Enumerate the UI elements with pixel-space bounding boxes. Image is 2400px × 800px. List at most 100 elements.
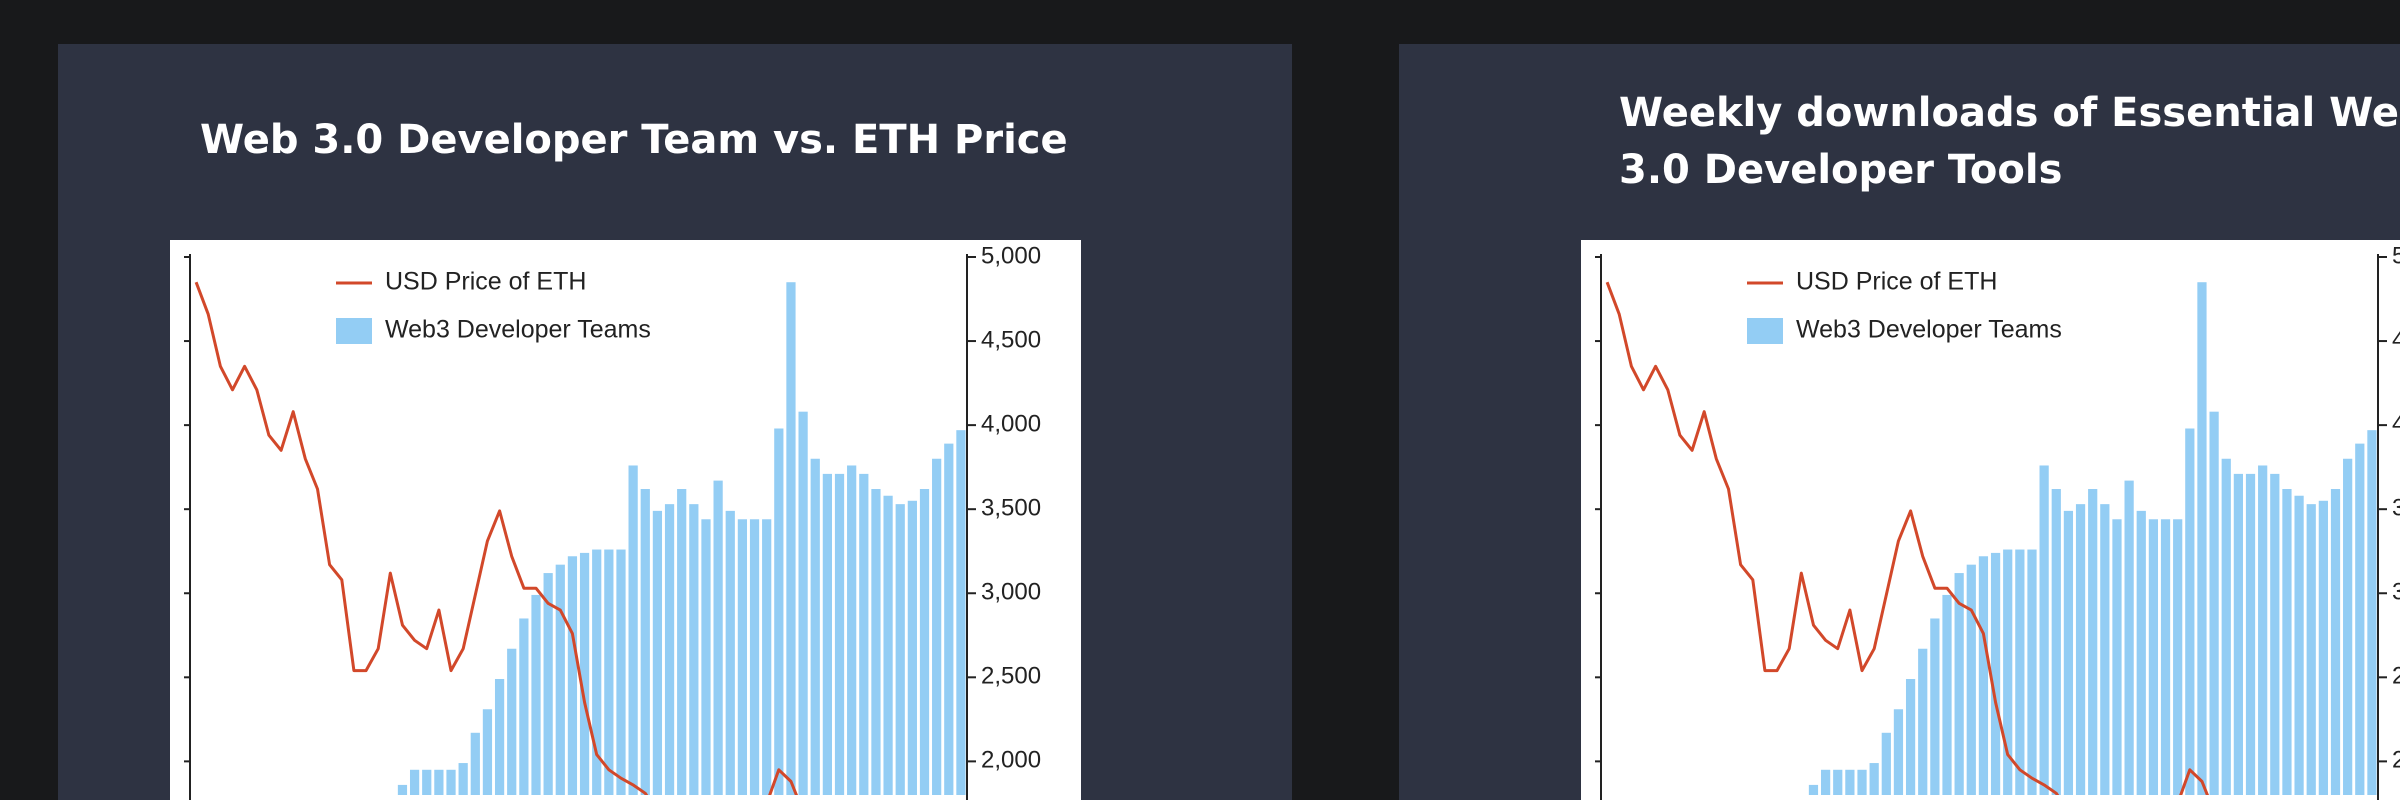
bar xyxy=(458,763,468,795)
bar xyxy=(1833,769,1843,795)
bar xyxy=(871,489,881,795)
bar xyxy=(507,648,517,795)
card: Weekly downloads of Essential Web 3.0 De… xyxy=(1399,44,2400,800)
bar xyxy=(1990,552,2001,795)
y-tick-label: 3000 xyxy=(2392,579,2400,606)
line xyxy=(194,281,799,795)
legend-label: USD Price of ETH xyxy=(385,268,586,296)
bar xyxy=(2063,510,2074,795)
bar xyxy=(677,489,687,795)
bar xyxy=(652,510,663,795)
y-tick-label: 2,500 xyxy=(981,663,1041,690)
bar xyxy=(944,443,954,795)
legend-swatch xyxy=(1747,318,1783,344)
bar xyxy=(786,282,796,795)
bar xyxy=(2367,430,2377,795)
y-tick-label: 4,000 xyxy=(981,410,1041,437)
bar xyxy=(713,480,723,795)
bar xyxy=(470,732,480,795)
bar xyxy=(640,489,650,795)
bar xyxy=(737,519,748,795)
legend-label: Web3 Developer Teams xyxy=(385,316,651,344)
bar xyxy=(1808,784,1819,795)
bar xyxy=(494,678,505,795)
bar xyxy=(834,473,845,795)
y-tick-label: 3,000 xyxy=(981,579,1041,606)
bar xyxy=(579,552,590,795)
bar xyxy=(1966,564,1976,795)
bar xyxy=(1930,618,1940,795)
bar xyxy=(847,465,857,795)
bar xyxy=(2100,504,2110,795)
bar xyxy=(2233,473,2243,795)
bar xyxy=(859,473,869,795)
bar xyxy=(2245,473,2256,795)
y-tick-label: 5,000 xyxy=(981,242,1041,269)
plot-area xyxy=(194,281,966,795)
card-title: Weekly downloads of Essential Web 3.0 De… xyxy=(1619,90,2400,193)
bar xyxy=(604,549,614,795)
bar xyxy=(2112,519,2122,795)
bar xyxy=(482,709,493,795)
bar xyxy=(2197,282,2207,795)
bar xyxy=(907,500,917,795)
bar xyxy=(2355,443,2365,795)
bar xyxy=(932,458,942,795)
bar xyxy=(555,564,565,795)
bar xyxy=(2088,489,2098,795)
y-tick-label: 2,000 xyxy=(981,747,1041,774)
bar xyxy=(2282,489,2292,795)
chart: 2000 2500 3000 3500 4000 4500 5000 USD Price of… xyxy=(1581,240,2400,800)
y-tick-label: 4000 xyxy=(2392,410,2400,437)
bar xyxy=(2185,428,2195,795)
y-tick-label: 3,500 xyxy=(981,495,1041,522)
bar xyxy=(2003,549,2013,795)
bar xyxy=(762,519,772,795)
bar xyxy=(689,504,699,795)
legend-swatch xyxy=(336,318,372,344)
bar xyxy=(2027,549,2037,795)
bar xyxy=(1893,709,1904,795)
bar xyxy=(2343,458,2353,795)
bar xyxy=(2148,519,2159,795)
bar xyxy=(409,769,420,795)
bar xyxy=(2330,489,2341,795)
bar xyxy=(1918,648,1928,795)
bar xyxy=(774,428,784,795)
bar xyxy=(1978,556,1989,795)
bar xyxy=(2209,411,2219,795)
bar xyxy=(2051,489,2061,795)
bar xyxy=(1845,769,1855,795)
bar xyxy=(2221,458,2231,795)
bar xyxy=(1954,573,1964,795)
bar xyxy=(1942,594,1952,795)
plot-area xyxy=(1605,281,2377,795)
bar xyxy=(616,549,626,795)
bar xyxy=(628,465,638,795)
bar xyxy=(2124,480,2134,795)
card: Web 3.0 Developer Team vs. ETH Price 2,0… xyxy=(58,44,1292,800)
bar xyxy=(1820,769,1831,795)
bar xyxy=(664,504,675,795)
bar xyxy=(1857,769,1867,795)
bar xyxy=(592,549,602,795)
bar xyxy=(2318,500,2328,795)
bar xyxy=(446,769,456,795)
bar xyxy=(749,519,760,795)
bar xyxy=(810,458,820,795)
bar xyxy=(919,489,930,795)
y-tick-label: 2500 xyxy=(2392,663,2400,690)
bar xyxy=(956,430,966,795)
bar xyxy=(1869,763,1879,795)
bar xyxy=(798,411,808,795)
bar xyxy=(2136,510,2146,795)
y-tick-label: 5000 xyxy=(2392,242,2400,269)
bar xyxy=(2258,465,2268,795)
y-tick-label: 2000 xyxy=(2392,747,2400,774)
y-tick-label: 4,500 xyxy=(981,326,1041,353)
bar xyxy=(2294,495,2304,795)
chart: 2,000 2,500 3,000 3,500 4,000 4,500 5,000 USD P… xyxy=(170,240,1081,800)
card-title: Web 3.0 Developer Team vs. ETH Price xyxy=(200,117,1068,163)
bar xyxy=(397,784,408,795)
